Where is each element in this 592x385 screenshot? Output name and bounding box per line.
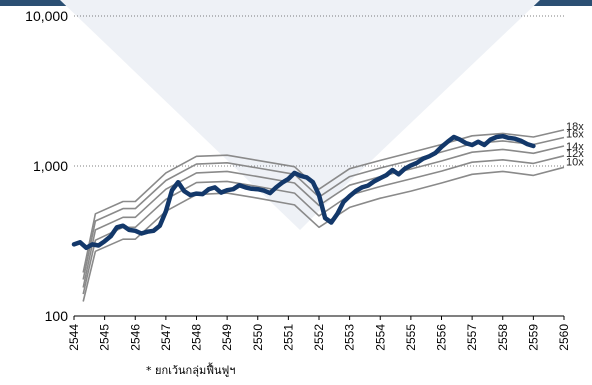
x-tick-label: 2559: [526, 324, 540, 351]
band-line-12x: [82, 155, 565, 295]
x-tick-label: 2550: [251, 324, 265, 351]
watermark-shape: [60, 0, 540, 230]
gridlines: [74, 15, 564, 167]
footnote: * ยกเว้นกลุ่มฟื้นฟูฯ: [146, 364, 236, 377]
x-tick-label: 2553: [343, 324, 357, 351]
y-axis-ticks: 100 1,000 10,000: [25, 8, 68, 324]
watermark-logo: [60, 0, 540, 230]
x-tick-label: 2548: [190, 324, 204, 351]
x-tick-label: 2547: [159, 324, 173, 351]
band-label-14x: 14x: [566, 141, 584, 153]
x-tick-label: 2560: [557, 324, 571, 351]
band-label-16x: 16x: [566, 128, 584, 140]
price-line: [71, 133, 536, 251]
band-label-18x: 18x: [566, 121, 584, 133]
band-line-10x: [82, 166, 565, 302]
x-tick-label: 2558: [496, 324, 510, 351]
x-tick-label: 2545: [98, 324, 112, 351]
band-label-10x: 10x: [566, 156, 584, 168]
band-label-12x: 12x: [566, 148, 584, 160]
x-tick-label: 2544: [67, 324, 81, 351]
y-tick-label: 1,000: [33, 158, 68, 174]
band-line-14x: [82, 145, 565, 288]
x-tick-label: 2551: [281, 324, 295, 351]
price-series-line: [71, 133, 536, 251]
y-tick-label: 10,000: [25, 8, 68, 24]
x-tick-label: 2552: [312, 324, 326, 351]
x-axis-ticks: 2544 2545 2546 2547 2548 2549 2550 2551 2552 2553…: [67, 316, 571, 351]
y-tick-label: 100: [45, 308, 69, 324]
x-tick-label: 2555: [404, 324, 418, 351]
x-tick-label: 2554: [373, 324, 387, 351]
x-tick-label: 2556: [435, 324, 449, 351]
x-tick-label: 2549: [220, 324, 234, 351]
x-tick-label: 2557: [465, 324, 479, 351]
x-tick-label: 2546: [128, 324, 142, 351]
